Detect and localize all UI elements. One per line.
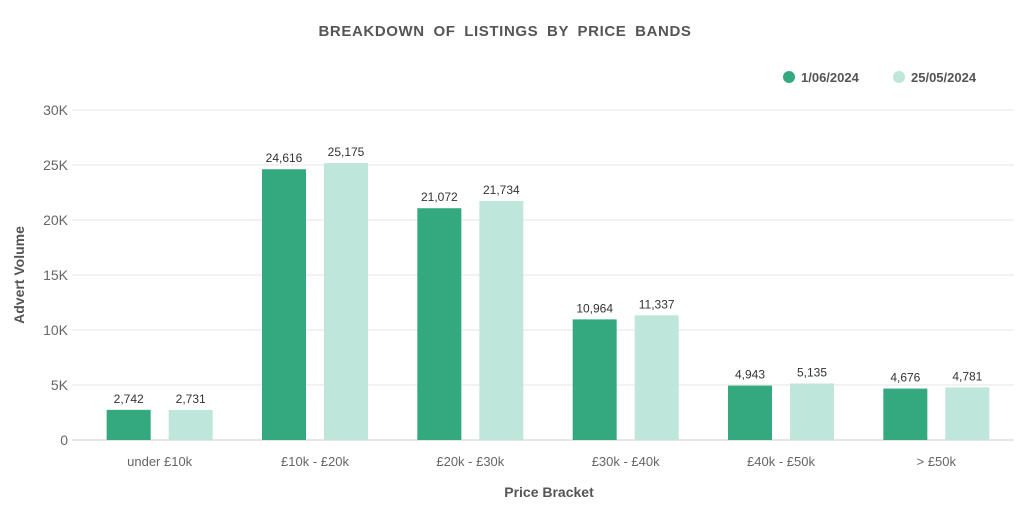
x-tick-label: £20k - £30k bbox=[436, 454, 504, 469]
x-tick-label: £40k - £50k bbox=[747, 454, 815, 469]
bar bbox=[883, 388, 928, 440]
legend-label: 25/05/2024 bbox=[911, 70, 977, 85]
data-label: 25,175 bbox=[328, 145, 365, 159]
legend-label: 1/06/2024 bbox=[801, 70, 860, 85]
data-label: 21,734 bbox=[483, 183, 520, 197]
y-tick-label: 25K bbox=[43, 157, 69, 173]
x-axis-ticks: under £10k £10k - £20k £20k - £30k £30k - £… bbox=[127, 454, 956, 469]
data-label: 24,616 bbox=[266, 151, 303, 165]
x-tick-label: £30k - £40k bbox=[592, 454, 660, 469]
bar bbox=[168, 409, 213, 440]
data-label: 21,072 bbox=[421, 190, 458, 204]
legend-marker bbox=[893, 71, 905, 83]
bar bbox=[324, 163, 368, 440]
data-label: 2,742 bbox=[114, 392, 144, 406]
chart-title: BREAKDOWN OF LISTINGS BY PRICE BANDS bbox=[318, 23, 691, 40]
bar bbox=[262, 169, 306, 440]
data-label: 4,781 bbox=[952, 369, 982, 383]
bar bbox=[728, 385, 772, 440]
x-tick-label: under £10k bbox=[127, 454, 193, 469]
data-label: 2,731 bbox=[176, 392, 206, 406]
legend: 1/06/2024 25/05/2024 bbox=[783, 70, 977, 85]
legend-item[interactable]: 25/05/2024 bbox=[893, 70, 977, 85]
data-label: 10,964 bbox=[576, 301, 613, 315]
bars bbox=[106, 163, 990, 440]
y-tick-label: 5K bbox=[51, 377, 69, 393]
bar bbox=[417, 208, 462, 440]
bar bbox=[106, 409, 151, 440]
grid-lines bbox=[72, 109, 1014, 441]
y-tick-label: 20K bbox=[43, 212, 69, 228]
y-tick-label: 15K bbox=[43, 267, 69, 283]
data-label: 11,337 bbox=[639, 297, 675, 311]
bar bbox=[479, 200, 524, 440]
bar bbox=[572, 319, 617, 440]
x-tick-label: £10k - £20k bbox=[281, 454, 349, 469]
data-label: 5,135 bbox=[797, 366, 827, 380]
x-axis-title: Price Bracket bbox=[504, 484, 594, 500]
bar bbox=[790, 383, 834, 440]
y-tick-label: 0 bbox=[60, 432, 68, 448]
bar bbox=[634, 315, 679, 440]
legend-marker bbox=[783, 71, 795, 83]
y-axis-ticks: 0 5K 10K 15K 20K 25K 30K bbox=[43, 102, 69, 448]
data-labels: 2,742 2,731 24,616 25,175 21,072 21,734 10,964… bbox=[114, 145, 983, 406]
data-label: 4,943 bbox=[735, 368, 765, 382]
data-label: 4,676 bbox=[890, 371, 920, 385]
x-tick-label: > £50k bbox=[917, 454, 957, 469]
legend-item[interactable]: 1/06/2024 bbox=[783, 70, 860, 85]
bar bbox=[945, 387, 990, 440]
y-tick-label: 10K bbox=[43, 322, 69, 338]
y-tick-label: 30K bbox=[43, 102, 69, 118]
y-axis-title: Advert Volume bbox=[11, 226, 27, 324]
